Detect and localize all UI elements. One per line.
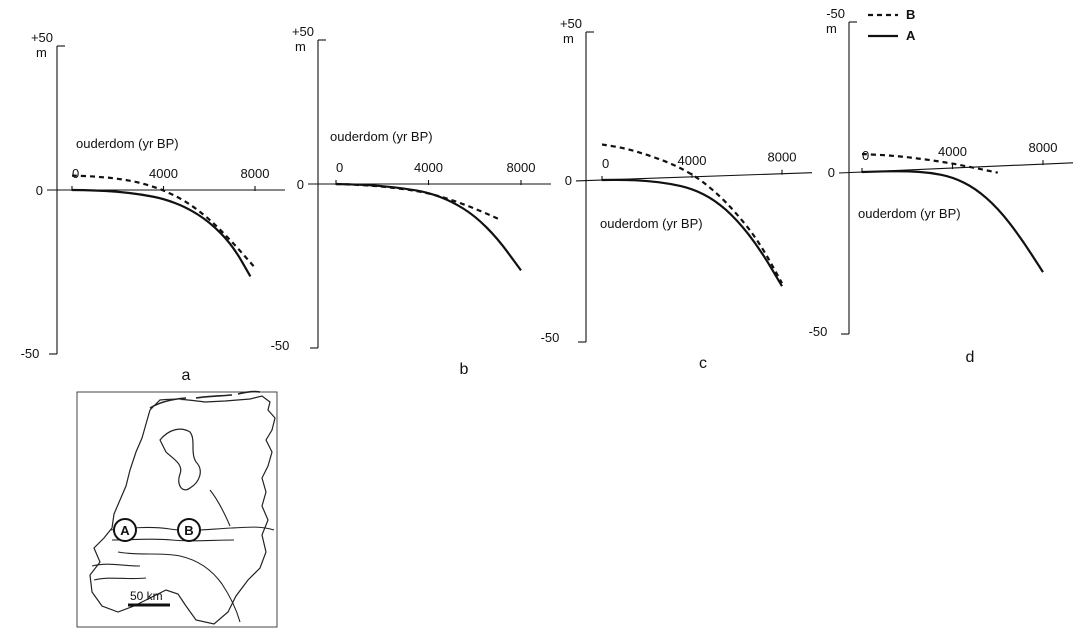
x-tick-label: 8000 [768,150,797,165]
series-line-a [71,188,252,277]
legend-label-b: B [906,7,915,22]
map-river-ijssel [209,489,231,527]
netherlands-map: A B 50 km [76,390,278,628]
x-tick-label: 4000 [149,166,178,181]
y-unit-label: m [563,31,574,46]
map-marker-a-label: A [120,523,130,538]
chart-panel-c: +50m 0 -50 0 4000 8000 ouderdom (yr BP) c [541,16,813,372]
y-tick-label: -50 [809,324,828,339]
y-tick-label: 0 [828,165,835,180]
x-tick-label: 8000 [241,166,270,181]
panel-label: c [699,355,707,372]
series-line-b [601,143,783,284]
y-tick-label: -50 [21,346,40,361]
map-island [195,394,233,399]
x-tick-label: 4000 [678,153,707,168]
x-axis-label: ouderdom (yr BP) [330,129,433,144]
x-axis-label: ouderdom (yr BP) [858,206,961,221]
panel-label: b [460,361,469,378]
map-estuary [93,577,147,581]
y-tick-label: 0 [565,173,572,188]
y-tick-label: -50 [826,6,845,21]
y-unit-label: m [36,45,47,60]
map-island [237,390,261,395]
x-tick-label: 0 [602,156,609,171]
series-line-a [861,170,1044,273]
x-tick-label: 8000 [507,160,536,175]
x-tick-label: 0 [862,148,869,163]
map-river-maas [117,551,241,623]
y-unit-label: m [295,39,306,54]
map-marker-a [113,518,137,542]
series-line-a [601,178,783,287]
panel-label: a [182,367,191,384]
x-tick-label: 0 [336,160,343,175]
x-tick-label: 0 [72,166,79,181]
map-scale-label: 50 km [130,589,163,603]
y-unit-label: m [826,21,837,36]
x-tick-label: 4000 [414,160,443,175]
series-line-a [335,182,522,272]
y-tick-label: 0 [297,177,304,192]
panel-label: d [966,349,975,366]
series-line-b [335,182,499,220]
map-ijsselmeer [159,428,201,491]
map-marker-b [177,518,201,542]
x-axis-label: ouderdom (yr BP) [600,216,703,231]
y-tick-label: 0 [36,183,43,198]
series-line-b [861,152,999,174]
map-marker-b-label: B [184,523,193,538]
y-tick-label: +50 [560,16,582,31]
chart-panel-b: +50m 0 -50 0 4000 8000 ouderdom (yr BP) b [271,24,551,378]
chart-panel-a: +50m 0 -50 0 4000 8000 ouderdom (yr BP) a [21,30,285,384]
x-tick-label: 4000 [938,144,967,159]
series-line-b [71,174,256,269]
legend: B A [868,7,916,43]
y-tick-label: -50 [541,330,560,345]
map-island [149,397,187,409]
y-tick-label: -50 [271,338,290,353]
legend-label-a: A [906,28,916,43]
map-coastline [89,395,276,625]
map-estuary [91,563,141,567]
y-tick-label: +50 [31,30,53,45]
y-tick-label: +50 [292,24,314,39]
x-axis-label: ouderdom (yr BP) [76,136,179,151]
x-tick-label: 8000 [1029,140,1058,155]
